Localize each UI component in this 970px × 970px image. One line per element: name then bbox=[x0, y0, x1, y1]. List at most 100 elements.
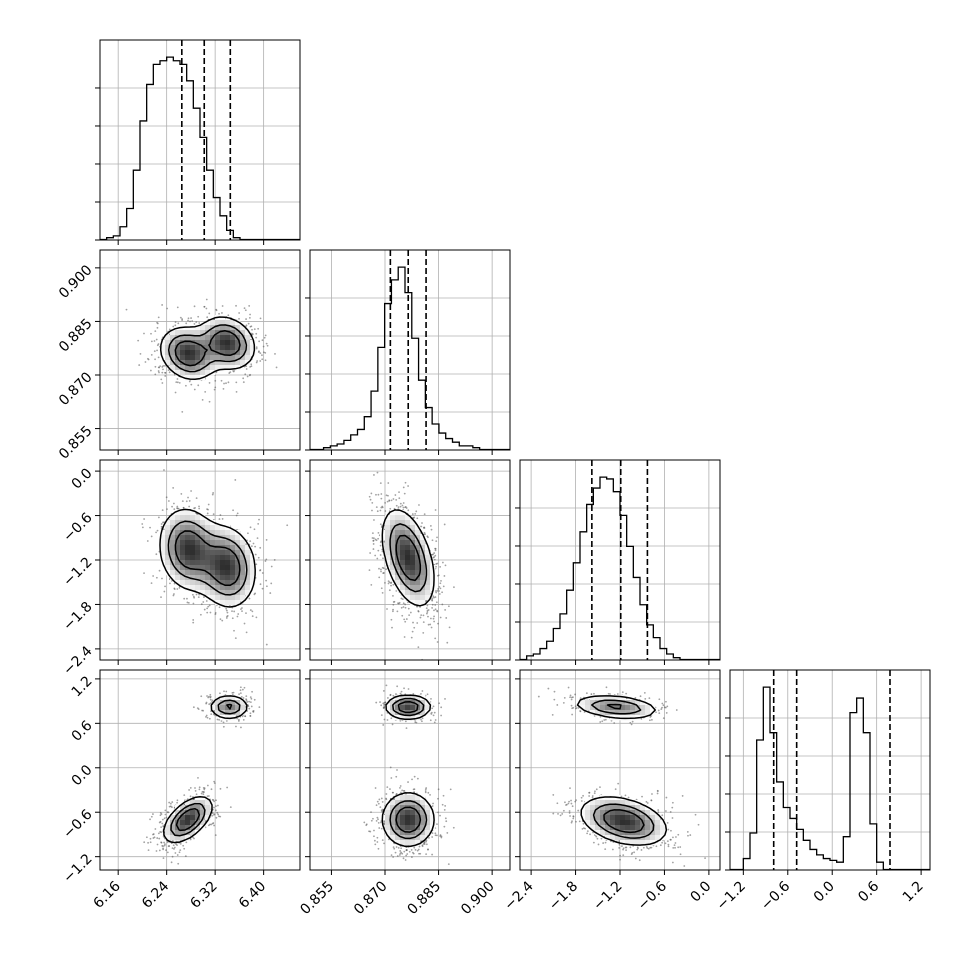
density-cell bbox=[420, 555, 426, 561]
density-cell bbox=[235, 320, 241, 326]
scatter-point bbox=[245, 318, 247, 320]
scatter-point bbox=[191, 320, 194, 322]
scatter-point bbox=[405, 854, 408, 857]
contour-line bbox=[395, 701, 422, 833]
scatter-point bbox=[183, 597, 186, 600]
scatter-point bbox=[215, 308, 218, 311]
density-cell bbox=[215, 590, 221, 596]
density-cell bbox=[195, 335, 201, 341]
density-cell bbox=[415, 585, 421, 591]
density-cell bbox=[190, 800, 196, 806]
scatter-point bbox=[600, 837, 603, 840]
scatter-point bbox=[375, 539, 378, 542]
density-cell bbox=[160, 345, 166, 351]
density-cell bbox=[405, 595, 411, 601]
scatter-point bbox=[206, 512, 209, 515]
scatter-point bbox=[155, 576, 158, 579]
density-cell bbox=[410, 705, 416, 711]
density-cell bbox=[425, 805, 431, 811]
scatter-point bbox=[661, 706, 663, 709]
density-cell bbox=[655, 815, 661, 821]
scatter-point bbox=[249, 540, 252, 543]
scatter-point bbox=[249, 712, 252, 715]
scatter-point bbox=[422, 621, 425, 624]
density-cell bbox=[635, 710, 641, 716]
scatter-point bbox=[436, 562, 439, 565]
density-cell bbox=[245, 565, 251, 571]
density-cell bbox=[645, 820, 651, 826]
scatter-point bbox=[380, 827, 383, 830]
scatter-point bbox=[395, 499, 398, 501]
scatter-point bbox=[155, 850, 158, 852]
density-cell bbox=[245, 335, 251, 341]
density-cell bbox=[165, 360, 171, 366]
scatter-point bbox=[622, 854, 625, 857]
scatter-point bbox=[572, 706, 575, 709]
density-cell bbox=[215, 565, 221, 571]
scatter-point bbox=[225, 617, 228, 619]
density-cell bbox=[600, 800, 606, 806]
x-tick-label: −1.8 bbox=[546, 878, 581, 913]
density-cell bbox=[250, 350, 256, 356]
y-tick-label: 0.885 bbox=[56, 316, 96, 356]
scatter-point bbox=[206, 607, 209, 610]
scatter-point bbox=[402, 602, 405, 605]
scatter-point bbox=[262, 345, 265, 348]
scatter-point bbox=[150, 332, 152, 335]
scatter-point bbox=[402, 502, 405, 504]
density-cell bbox=[175, 540, 181, 546]
scatter-point bbox=[413, 775, 416, 778]
scatter-point bbox=[200, 792, 203, 795]
scatter-point bbox=[254, 545, 257, 548]
scatter-point bbox=[392, 601, 395, 603]
scatter-point bbox=[233, 610, 236, 613]
density-cell bbox=[225, 535, 231, 541]
scatter-point bbox=[617, 782, 620, 785]
scatter-point bbox=[251, 328, 253, 331]
density-cell bbox=[180, 370, 186, 376]
scatter-point bbox=[409, 611, 412, 614]
scatter-point bbox=[382, 690, 385, 692]
scatter-point bbox=[387, 582, 390, 585]
scatter-point bbox=[261, 358, 264, 361]
density-cell bbox=[190, 560, 196, 566]
density-cell bbox=[240, 590, 246, 596]
density-cell bbox=[180, 515, 186, 521]
x-tick-label: 1.2 bbox=[900, 878, 927, 905]
density-cell bbox=[600, 820, 606, 826]
scatter-point bbox=[240, 608, 242, 610]
density-cell bbox=[210, 535, 216, 541]
density-cell bbox=[215, 710, 221, 716]
scatter-point bbox=[209, 611, 212, 614]
scatter-point bbox=[390, 777, 393, 779]
density-cell bbox=[415, 830, 421, 836]
scatter-point bbox=[244, 715, 247, 718]
density-cell bbox=[400, 540, 406, 546]
scatter-point bbox=[656, 792, 659, 795]
contour-line bbox=[159, 508, 256, 608]
density-cell bbox=[210, 595, 216, 601]
density-cell bbox=[175, 810, 181, 816]
scatter-point bbox=[193, 837, 195, 840]
x-tick-label: 0.0 bbox=[687, 878, 714, 905]
scatter-point bbox=[596, 837, 599, 840]
density-cell bbox=[415, 795, 421, 801]
panel-frame-1-1 bbox=[309, 249, 511, 451]
density-cell bbox=[390, 700, 396, 706]
scatter-point bbox=[250, 545, 253, 548]
scatter-point bbox=[430, 617, 432, 620]
scatter-point bbox=[184, 384, 187, 387]
scatter-point bbox=[170, 861, 173, 864]
scatter-point bbox=[249, 609, 252, 611]
density-cell bbox=[430, 575, 436, 581]
density-cell bbox=[415, 525, 421, 531]
density-cell bbox=[415, 805, 421, 811]
density-cell bbox=[405, 590, 411, 596]
scatter-point bbox=[572, 815, 575, 818]
scatter-point bbox=[444, 564, 447, 567]
y-tick-label: 0.6 bbox=[69, 718, 96, 745]
scatter-point bbox=[245, 368, 248, 370]
scatter-point bbox=[639, 695, 642, 698]
density-cell bbox=[185, 580, 191, 586]
scatter-point bbox=[149, 526, 151, 529]
